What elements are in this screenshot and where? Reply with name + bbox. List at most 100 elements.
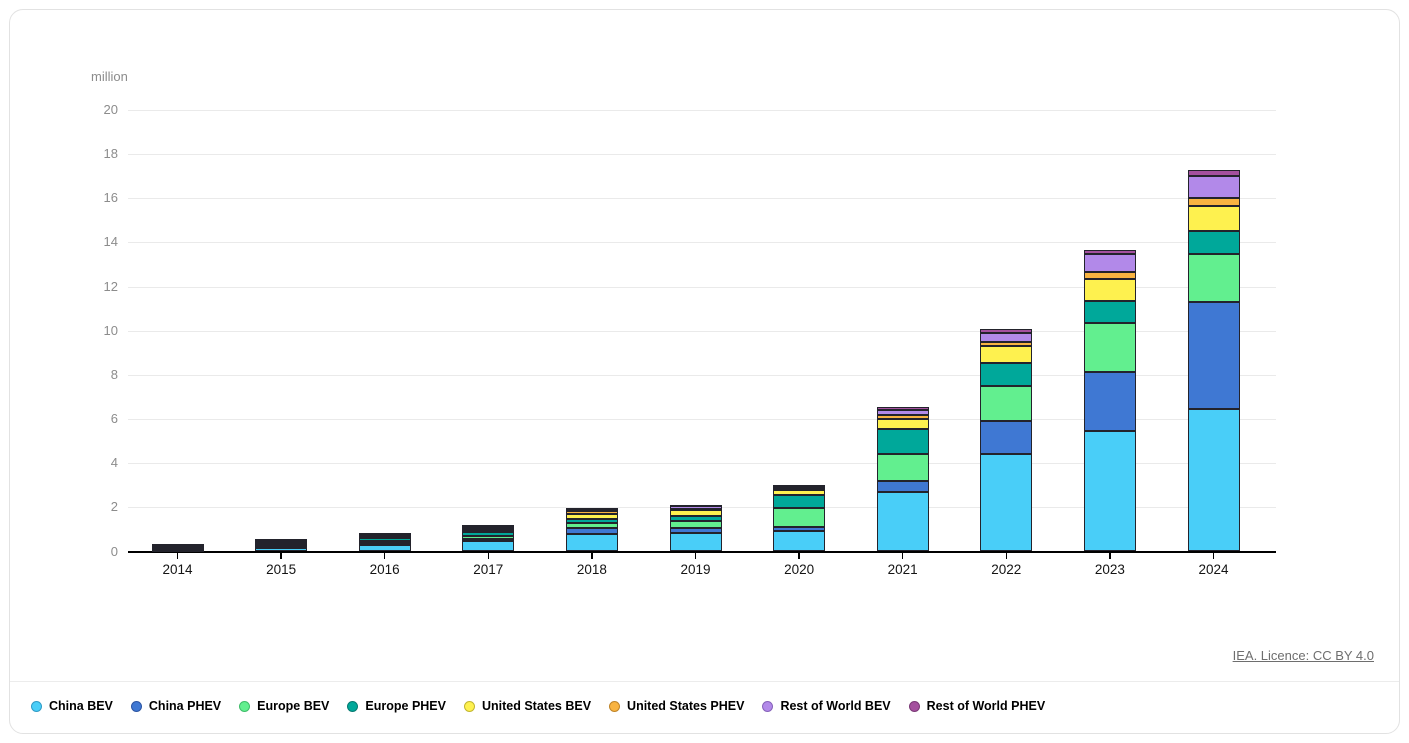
bar-segment-2019-united-states-bev[interactable]	[669, 510, 722, 516]
bar-segment-2024-rest-of-world-phev[interactable]	[1187, 169, 1240, 176]
bar-segment-2022-china-bev[interactable]	[980, 453, 1033, 552]
bar-segment-2019-china-phev[interactable]	[669, 527, 722, 533]
bar-segment-2024-united-states-bev[interactable]	[1187, 206, 1240, 231]
bar-segment-2020-china-phev[interactable]	[773, 526, 826, 531]
legend-item-united-states-bev[interactable]: United States BEV	[463, 699, 591, 713]
bar-segment-2020-rest-of-world-phev[interactable]	[773, 484, 826, 487]
x-axis-label-2017: 2017	[473, 561, 504, 577]
legend-item-europe-phev[interactable]: Europe PHEV	[347, 699, 446, 713]
bar-segment-2021-china-phev[interactable]	[876, 481, 929, 493]
bar-segment-2017-united-states-bev[interactable]	[462, 530, 515, 533]
x-axis-label-2014: 2014	[162, 561, 193, 577]
legend-item-rest-of-world-bev[interactable]: Rest of World BEV	[762, 699, 891, 713]
bar-segment-2020-united-states-bev[interactable]	[773, 489, 826, 496]
bar-segment-2019-rest-of-world-phev[interactable]	[669, 505, 722, 508]
y-axis-label-6: 6	[110, 411, 118, 427]
bar-segment-2018-europe-bev[interactable]	[565, 523, 618, 528]
bar-segment-2024-united-states-phev[interactable]	[1187, 198, 1240, 207]
y-axis-label-16: 16	[103, 190, 118, 206]
bar-segment-2019-united-states-phev[interactable]	[669, 508, 722, 511]
x-axis-label-2021: 2021	[887, 561, 918, 577]
bar-segment-2021-rest-of-world-bev[interactable]	[876, 409, 929, 416]
x-axis-label-2019: 2019	[680, 561, 711, 577]
legend-item-united-states-phev[interactable]: United States PHEV	[609, 699, 744, 713]
bar-segment-2021-china-bev[interactable]	[876, 492, 929, 552]
bar-segment-2016-china-bev[interactable]	[358, 544, 411, 552]
legend-item-rest-of-world-phev[interactable]: Rest of World PHEV	[908, 699, 1045, 713]
bar-segment-2015-europe-bev[interactable]	[255, 544, 308, 547]
legend-label-europe-bev: Europe BEV	[257, 699, 330, 713]
bar-segment-2024-europe-bev[interactable]	[1187, 253, 1240, 302]
bar-segment-2018-rest-of-world-phev[interactable]	[565, 507, 618, 510]
bar-segment-2017-united-states-phev[interactable]	[462, 528, 515, 531]
bar-segment-2019-europe-bev[interactable]	[669, 520, 722, 528]
licence-link[interactable]: IEA. Licence: CC BY 4.0	[1232, 648, 1374, 663]
bar-segment-2022-united-states-bev[interactable]	[980, 346, 1033, 363]
bar-segment-2024-china-phev[interactable]	[1187, 301, 1240, 410]
bar-segment-2017-china-phev[interactable]	[462, 538, 515, 542]
bar-segment-2016-china-phev[interactable]	[358, 543, 411, 546]
bar-segment-2024-europe-phev[interactable]	[1187, 230, 1240, 254]
bar-segment-2024-china-bev[interactable]	[1187, 409, 1240, 552]
bar-segment-2023-rest-of-world-bev[interactable]	[1083, 253, 1136, 273]
bar-segment-2021-united-states-phev[interactable]	[876, 415, 929, 420]
bar-segment-2023-rest-of-world-phev[interactable]	[1083, 249, 1136, 254]
legend-item-europe-bev[interactable]: Europe BEV	[239, 699, 329, 713]
bar-segment-2017-china-bev[interactable]	[462, 541, 515, 552]
bar-segment-2023-china-phev[interactable]	[1083, 372, 1136, 432]
bar-segment-2024-rest-of-world-bev[interactable]	[1187, 176, 1240, 199]
legend-label-china-bev: China BEV	[49, 699, 113, 713]
legend-swatch-europe-bev	[239, 700, 251, 712]
bar-segment-2022-europe-bev[interactable]	[980, 385, 1033, 421]
bar-segment-2018-united-states-phev[interactable]	[565, 511, 618, 514]
bar-segment-2014-rest-of-world-phev[interactable]	[151, 544, 204, 547]
bar-segment-2022-united-states-phev[interactable]	[980, 342, 1033, 347]
bar-segment-2017-europe-phev[interactable]	[462, 532, 515, 536]
bar-segment-2016-europe-phev[interactable]	[358, 538, 411, 542]
bar-segment-2015-china-phev[interactable]	[255, 546, 308, 549]
legend-swatch-united-states-phev	[609, 700, 621, 712]
gridline-8	[128, 374, 1276, 376]
bar-segment-2015-rest-of-world-phev[interactable]	[255, 539, 308, 542]
bar-segment-2018-china-bev[interactable]	[565, 533, 618, 552]
bar-segment-2021-united-states-bev[interactable]	[876, 419, 929, 429]
bar-segment-2019-europe-phev[interactable]	[669, 515, 722, 521]
bar-segment-2020-europe-bev[interactable]	[773, 508, 826, 527]
bar-segment-2015-europe-phev[interactable]	[255, 542, 308, 545]
bar-segment-2022-europe-phev[interactable]	[980, 362, 1033, 386]
bar-segment-2022-rest-of-world-phev[interactable]	[980, 328, 1033, 333]
bar-segment-2023-china-bev[interactable]	[1083, 431, 1136, 552]
legend-swatch-china-phev	[130, 700, 142, 712]
bar-segment-2018-europe-phev[interactable]	[565, 519, 618, 524]
legend-label-rest-of-world-bev: Rest of World BEV	[780, 699, 891, 713]
bar-segment-2020-united-states-phev[interactable]	[773, 488, 826, 491]
bar-segment-2021-europe-bev[interactable]	[876, 453, 929, 482]
bar-segment-2016-united-states-bev[interactable]	[358, 536, 411, 539]
bar-segment-2016-rest-of-world-phev[interactable]	[358, 533, 411, 536]
bar-segment-2023-europe-phev[interactable]	[1083, 301, 1136, 323]
bar-segment-2022-rest-of-world-bev[interactable]	[980, 332, 1033, 342]
x-axis-tick-2014	[176, 552, 179, 559]
bar-segment-2021-rest-of-world-phev[interactable]	[876, 406, 929, 410]
bar-segment-2020-china-bev[interactable]	[773, 530, 826, 552]
x-axis-tick-2021	[901, 552, 904, 559]
bar-segment-2022-china-phev[interactable]	[980, 420, 1033, 454]
bar-segment-2018-china-phev[interactable]	[565, 527, 618, 534]
legend-item-china-bev[interactable]: China BEV	[31, 699, 113, 713]
legend-item-china-phev[interactable]: China PHEV	[130, 699, 221, 713]
gridline-16	[128, 198, 1276, 200]
x-axis-tick-2023	[1109, 552, 1111, 559]
bar-segment-2017-europe-bev[interactable]	[462, 535, 515, 539]
x-axis-tick-2017	[487, 552, 490, 559]
x-axis-label-2016: 2016	[369, 561, 400, 577]
bar-segment-2023-united-states-phev[interactable]	[1083, 272, 1136, 280]
bar-segment-2019-china-bev[interactable]	[669, 532, 722, 552]
bar-segment-2017-rest-of-world-phev[interactable]	[462, 525, 515, 528]
bar-segment-2016-europe-bev[interactable]	[358, 541, 411, 544]
bar-segment-2018-united-states-bev[interactable]	[565, 513, 618, 520]
bar-segment-2023-united-states-bev[interactable]	[1083, 279, 1136, 302]
bar-segment-2021-europe-phev[interactable]	[876, 428, 929, 454]
x-axis-tick-2024	[1212, 552, 1215, 559]
bar-segment-2020-europe-phev[interactable]	[773, 495, 826, 509]
bar-segment-2023-europe-bev[interactable]	[1083, 323, 1136, 373]
